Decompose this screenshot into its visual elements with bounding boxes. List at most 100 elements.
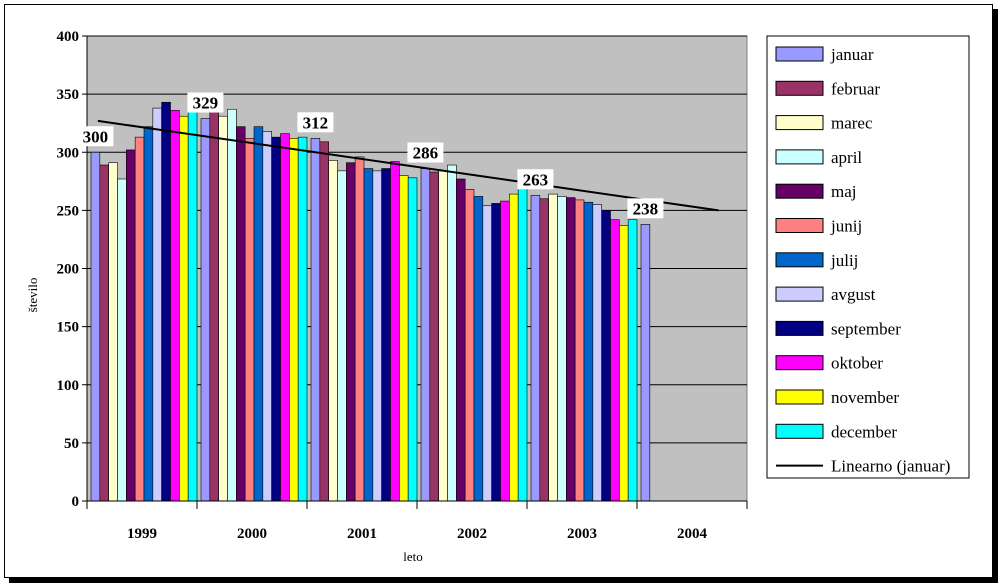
bar [456,178,466,502]
bar [134,136,145,502]
legend-entry: december [831,422,897,441]
chart-svg: 0 50 100 150 200 250 300 350 400 1999 2000 2001 2002… [25,29,970,564]
x-tick-label: 2001 [347,526,377,542]
axes [82,35,748,509]
legend-swatch [775,46,824,62]
legend-entry: april [831,148,862,167]
bar [482,205,492,502]
bar [566,197,576,502]
legend-entry: oktober [831,354,883,373]
legend-entry: februar [831,79,880,98]
data-label: 263 [523,170,549,189]
legend-swatch [775,252,824,268]
legend-swatch [775,149,824,165]
y-axis-title: število [25,278,40,313]
data-label-background [77,126,114,147]
legend-entry: marec [831,114,873,133]
legend-entry-trendline: Linearno (januar) [831,457,950,476]
bar [187,111,198,502]
legend-swatch [775,183,824,199]
legend-entry: november [831,388,899,407]
bar [179,115,189,502]
legend-entry: maj [831,182,857,201]
legend-swatch [775,355,824,371]
bar [583,201,594,502]
bar [640,224,651,502]
bar [126,149,136,502]
data-label-background [627,198,664,219]
data-label: 300 [83,127,109,146]
bar [253,126,264,502]
bar [99,164,109,502]
bar [117,178,127,502]
bar [227,108,237,502]
bar [447,164,457,502]
bar [420,168,431,502]
bar [262,131,272,502]
legend-entry: junij [830,217,862,236]
bar [372,170,382,502]
legend-entry: september [831,319,901,338]
data-label: 286 [413,144,439,163]
legend-swatch [775,389,824,405]
trendline [97,119,719,212]
bar [429,171,439,502]
bar [530,194,541,502]
bar [627,219,638,502]
bar [610,219,620,502]
y-tick-label: 300 [57,145,80,161]
x-tick-label: 2003 [567,526,597,542]
bar [491,203,501,502]
bar [346,162,356,502]
data-label-background [517,169,554,190]
bar [592,204,602,502]
y-tick-label: 50 [64,436,79,452]
data-label: 238 [633,199,659,218]
bar [310,138,321,502]
bar [244,138,255,502]
bar [319,141,329,502]
bar [200,118,211,502]
bar [161,101,171,502]
legend-entry: januar [830,45,874,64]
bar [407,177,418,502]
x-tick-label: 2002 [457,526,487,542]
bar [143,126,154,502]
bar [517,187,528,502]
bar [557,196,567,502]
bar [337,170,347,502]
x-tick-label: 2004 [677,526,708,542]
y-tick-label: 0 [72,494,80,510]
tick-labels: 0 50 100 150 200 250 300 350 400 1999 2000 2001 2002… [57,29,708,542]
bar [108,162,118,502]
bar [271,136,281,502]
y-tick-label: 350 [57,87,80,103]
data-label-background [187,92,224,113]
bar [500,200,510,502]
chart-frame: 0 50 100 150 200 250 300 350 400 1999 2000 2001 2002… [4,4,993,578]
legend-swatch [775,423,824,439]
y-tick-label: 100 [57,378,80,394]
bar [473,196,484,502]
bar [539,198,549,502]
legend-entry: julij [830,251,858,270]
legend-swatch [775,218,824,233]
data-labels: 300 329 312 286 263 238 [77,92,664,219]
bar [170,110,180,502]
bar [390,161,400,502]
legend-swatch [775,115,824,131]
bar [354,156,365,502]
bar [328,160,338,502]
bar [438,170,448,502]
legend: januar februar marec april maj junij julij avgu… [766,35,970,479]
y-tick-label: 200 [57,262,80,278]
y-tick-label: 400 [57,29,80,45]
bar [619,225,629,502]
data-label: 312 [303,113,329,132]
data-label-background [297,112,334,133]
bar [601,210,611,502]
bars [90,101,651,502]
y-tick-label: 250 [57,203,80,219]
bar [464,189,475,502]
bar [90,151,101,502]
